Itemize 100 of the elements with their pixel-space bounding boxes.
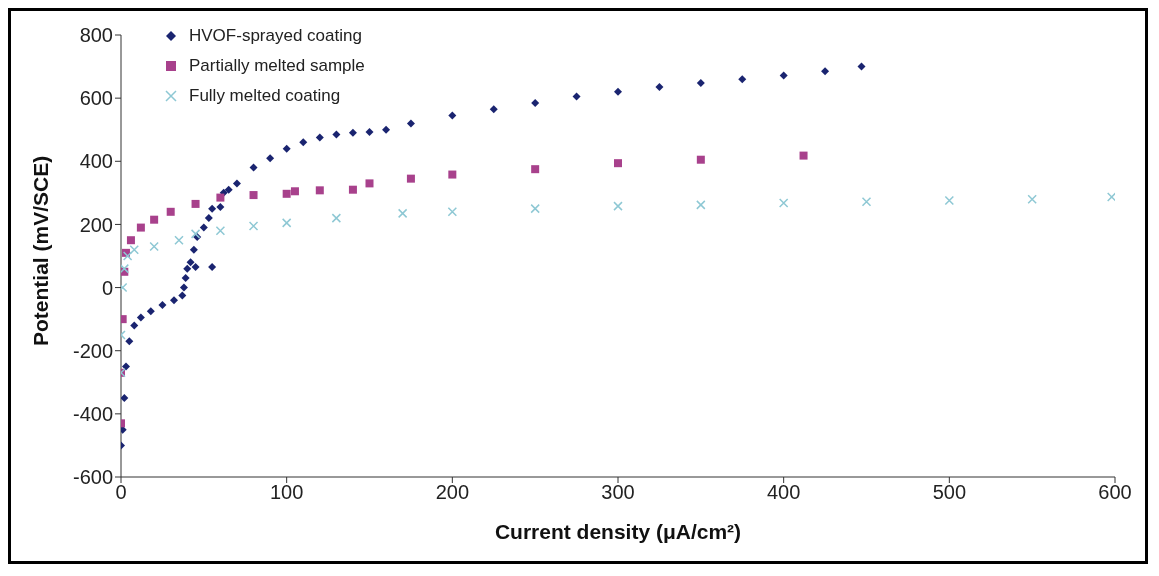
point (348, 128, 357, 137)
point (447, 207, 458, 217)
point (738, 75, 747, 84)
x-tick-label: 100 (269, 481, 304, 504)
y-tick-label: 600 (79, 87, 113, 110)
point (282, 189, 291, 198)
x-tick-label: 400 (766, 481, 801, 504)
legend-label: Partially melted sample (189, 55, 365, 77)
point (332, 130, 341, 139)
point (208, 263, 217, 272)
point (778, 198, 789, 208)
point (861, 196, 872, 207)
point (179, 283, 188, 292)
point (224, 185, 233, 194)
y-tick-label: -200 (72, 339, 113, 362)
point (365, 127, 374, 136)
legend-label: Fully melted coating (189, 85, 341, 107)
point (613, 201, 623, 211)
point (696, 200, 706, 210)
point (121, 263, 130, 274)
point (397, 208, 408, 219)
x-tick-label: 300 (601, 481, 635, 504)
point (191, 199, 200, 208)
point (282, 144, 291, 153)
x-tick-label: 200 (435, 481, 470, 504)
point (315, 133, 324, 142)
y-tick-label: 0 (101, 276, 113, 299)
point (126, 236, 135, 245)
point (178, 291, 187, 300)
point (181, 274, 190, 283)
point (121, 394, 129, 403)
point (696, 155, 705, 164)
point (348, 185, 357, 194)
legend-label: HVOF-sprayed coating (189, 25, 362, 47)
point (248, 221, 259, 231)
point (1106, 192, 1115, 202)
point (779, 71, 788, 80)
point (136, 223, 145, 232)
point (448, 170, 457, 179)
point (183, 264, 192, 273)
point (122, 251, 133, 261)
y-tick-label: 800 (79, 24, 113, 47)
point (149, 241, 159, 252)
point (174, 235, 184, 245)
point (382, 125, 391, 134)
x-tick-label: 0 (115, 481, 127, 504)
point (191, 263, 200, 272)
point (331, 213, 342, 223)
point (406, 174, 415, 183)
x-axis-title: Current density (μA/cm²) (494, 520, 742, 543)
point (315, 186, 324, 195)
point (299, 138, 308, 147)
point (448, 111, 457, 120)
y-tick-label: -400 (72, 402, 113, 425)
point (281, 218, 292, 228)
point (944, 195, 955, 206)
y-tick-label: 200 (79, 213, 113, 236)
point (215, 225, 226, 236)
point (249, 191, 258, 200)
point (136, 313, 145, 322)
point (572, 92, 581, 101)
point (204, 214, 213, 223)
point (821, 67, 830, 76)
point (406, 119, 415, 128)
point (249, 163, 258, 172)
point (166, 207, 175, 216)
point (531, 165, 540, 174)
point (696, 78, 705, 87)
y-tick-label: 400 (79, 150, 113, 173)
point (799, 151, 808, 160)
point (170, 296, 179, 305)
point (125, 337, 134, 346)
point (189, 245, 198, 254)
x-tick-label: 500 (932, 481, 967, 504)
point (190, 229, 201, 239)
point (614, 159, 622, 168)
point (129, 244, 139, 255)
point (199, 223, 208, 232)
point (130, 321, 139, 330)
point (614, 87, 622, 96)
y-axis-title: Potential (mV/SCE) (29, 155, 53, 346)
y-tick-label: -600 (72, 466, 113, 489)
point (655, 83, 664, 92)
point (365, 179, 374, 188)
point (1027, 194, 1037, 204)
point (121, 362, 130, 371)
point (208, 204, 217, 213)
x-tick-label: 600 (1098, 481, 1132, 504)
point (232, 179, 241, 188)
point (216, 193, 225, 202)
point (266, 154, 275, 163)
point (290, 187, 299, 196)
point (158, 300, 167, 309)
point (216, 203, 225, 212)
point (186, 258, 195, 267)
point (531, 98, 540, 107)
point (857, 62, 866, 71)
point (150, 215, 159, 224)
point (146, 307, 155, 316)
point (489, 105, 498, 114)
